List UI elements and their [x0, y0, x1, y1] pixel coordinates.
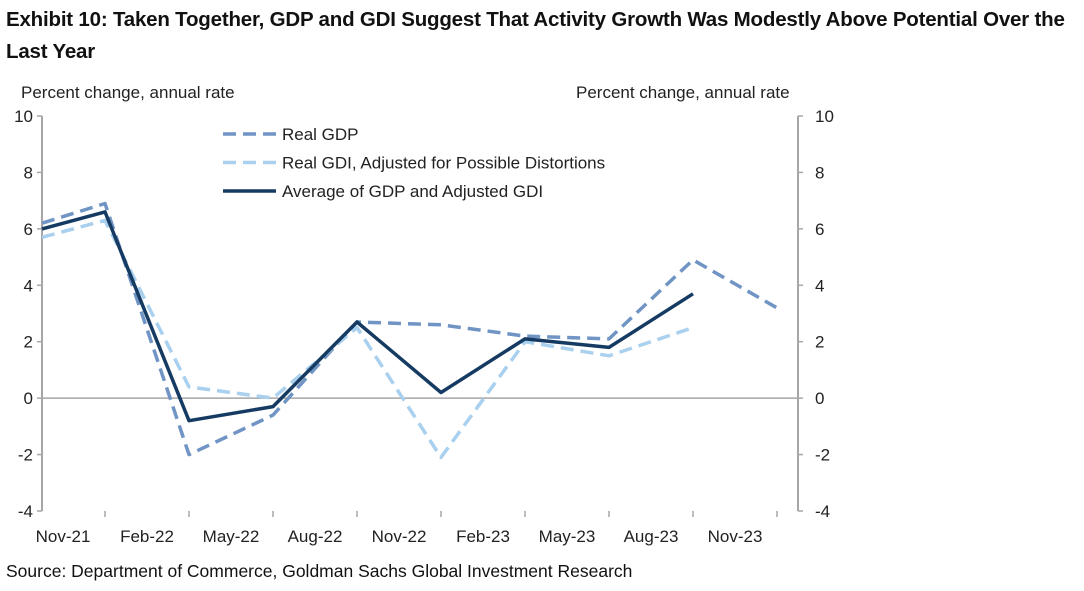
series-line-3: [41, 210, 694, 423]
left-axis-unit-label: Percent change, annual rate: [21, 83, 235, 102]
x-tick-label: May-22: [203, 527, 260, 546]
x-tick-label: Feb-22: [120, 527, 174, 546]
y-tick-label-right: 2: [815, 333, 824, 352]
y-tick-label-left: 8: [24, 163, 33, 182]
y-tick-label-left: -2: [18, 446, 33, 465]
y-tick-label-left: 6: [24, 220, 33, 239]
right-axis-unit-label: Percent change, annual rate: [576, 83, 790, 102]
y-tick-label-right: 0: [815, 389, 824, 408]
x-tick-label: May-23: [539, 527, 596, 546]
y-tick-label-left: 0: [24, 389, 33, 408]
y-tick-label-left: 2: [24, 333, 33, 352]
y-tick-label-left: 10: [14, 107, 33, 126]
y-tick-label-right: 8: [815, 163, 824, 182]
legend-label-2: Real GDI, Adjusted for Possible Distorti…: [282, 154, 605, 173]
x-tick-label: Nov-21: [36, 527, 91, 546]
x-tick-label: Aug-23: [624, 527, 679, 546]
y-tick-label-right: 6: [815, 220, 824, 239]
series-line-1: [41, 201, 778, 457]
y-tick-label-left: -4: [18, 502, 33, 521]
chart-title: Exhibit 10: Taken Together, GDP and GDI …: [6, 8, 1065, 63]
y-tick-label-right: -2: [815, 446, 830, 465]
x-tick-label: Aug-22: [288, 527, 343, 546]
y-tick-label-left: 4: [24, 276, 33, 295]
y-tick-label-right: 4: [815, 276, 824, 295]
legend-label-3: Average of GDP and Adjusted GDI: [282, 182, 543, 201]
x-tick-label: Nov-22: [372, 527, 427, 546]
x-tick-label: Feb-23: [456, 527, 510, 546]
y-tick-label-right: 10: [815, 107, 834, 126]
series-line-2: [41, 218, 694, 460]
x-tick-label: Nov-23: [708, 527, 763, 546]
source-note: Source: Department of Commerce, Goldman …: [6, 561, 633, 581]
y-tick-label-right: -4: [815, 502, 830, 521]
legend-label-1: Real GDP: [282, 125, 359, 144]
